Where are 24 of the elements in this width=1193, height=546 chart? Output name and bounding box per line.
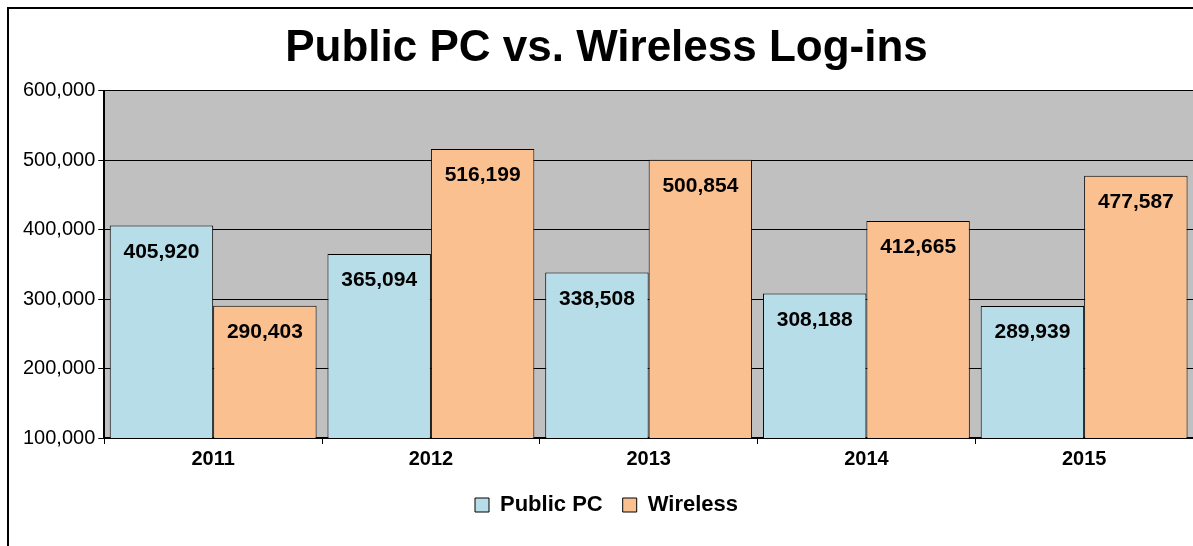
chart-title: Public PC vs. Wireless Log-ins [285,20,928,70]
x-tick-label: 2015 [1061,446,1107,469]
data-label: 308,188 [776,306,853,330]
x-tick-label: 2011 [191,446,235,469]
data-label: 338,508 [558,285,636,309]
x-tick-label: 2013 [626,446,671,469]
y-tick-label: 200,000 [23,356,96,379]
y-tick-label: 100,000 [23,425,96,448]
data-label: 290,403 [226,319,303,343]
x-tick-label: 2014 [844,446,890,469]
data-label: 516,199 [444,162,521,186]
x-tick-label: 2012 [408,446,454,469]
data-label: 405,920 [123,238,200,262]
data-label: 477,587 [1097,189,1174,213]
data-label: 412,665 [880,234,957,258]
y-tick-label: 600,000 [23,78,96,101]
data-label: 500,854 [662,172,739,196]
y-tick-label: 300,000 [23,286,96,309]
legend-label: Wireless [647,491,739,517]
y-tick-label: 500,000 [23,147,96,170]
data-label: 365,094 [341,267,418,291]
data-label: 289,939 [994,319,1071,343]
y-tick-label: 400,000 [23,217,96,240]
legend-label: Public PC [500,491,603,517]
